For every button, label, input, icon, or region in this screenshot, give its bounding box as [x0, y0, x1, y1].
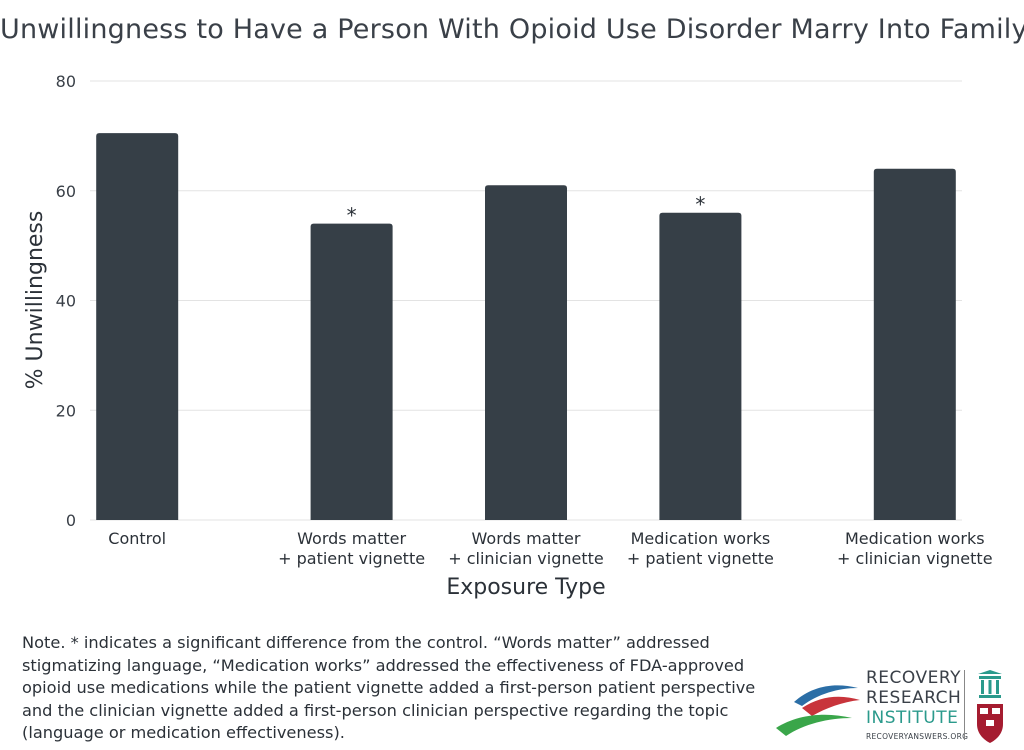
chart-note: Note. * indicates a significant differen…	[22, 633, 756, 742]
x-tick-label: + patient vignette	[278, 549, 425, 568]
bar	[659, 212, 742, 520]
y-tick-label: 60	[56, 182, 76, 201]
x-tick-label: + clinician vignette	[837, 549, 992, 568]
x-tick-label: Words matter	[297, 529, 406, 548]
x-tick-label: Control	[108, 529, 166, 548]
bar	[96, 133, 179, 520]
y-tick-label: 0	[66, 511, 76, 530]
x-tick-label: Medication works	[631, 529, 771, 548]
recovery-research-institute-logo: RECOVERY RESEARCH INSTITUTE RECOVERYANSW…	[772, 664, 1012, 748]
x-tick-label: Words matter	[472, 529, 581, 548]
logo-line-1: RECOVERY	[866, 668, 961, 688]
bar	[310, 223, 393, 521]
y-tick-label: 80	[56, 72, 76, 91]
harvard-shield-icon	[977, 670, 1003, 743]
swoosh-logo-icon	[776, 685, 860, 736]
significance-marker: *	[695, 193, 705, 217]
logo-line-3: INSTITUTE	[866, 708, 959, 728]
y-axis-title: % Unwillingness	[23, 211, 48, 390]
x-tick-label: + patient vignette	[627, 549, 774, 568]
x-axis-title: Exposure Type	[446, 575, 605, 600]
bar	[873, 168, 956, 521]
x-tick-label: Medication works	[845, 529, 985, 548]
logo-url: RECOVERYANSWERS.ORG	[866, 732, 969, 741]
x-tick-label: + clinician vignette	[448, 549, 603, 568]
y-tick-label: 40	[56, 292, 76, 311]
y-tick-label: 20	[56, 401, 76, 420]
bar	[485, 185, 567, 520]
logo-divider	[964, 670, 965, 740]
logo-wordmark: RECOVERY RESEARCH INSTITUTE	[866, 668, 961, 728]
significance-marker: *	[347, 204, 357, 228]
chart-title: Unwillingness to Have a Person With Opio…	[0, 14, 1024, 45]
logo-line-2: RESEARCH	[866, 688, 962, 708]
